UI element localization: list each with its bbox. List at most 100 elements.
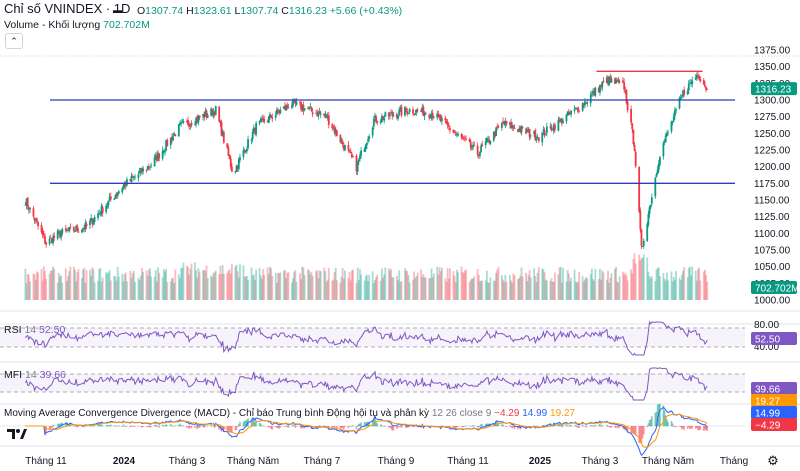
candle-body: [214, 106, 217, 115]
collapse-legend-button[interactable]: ⌃: [5, 33, 23, 49]
volume-bar: [166, 282, 169, 300]
price-tick-label: 1275.00: [754, 112, 791, 123]
symbol-title[interactable]: Chỉ số VNINDEX · 1D: [4, 1, 131, 16]
volume-bar: [349, 280, 352, 300]
candle-body: [680, 95, 683, 97]
candle-body: [610, 78, 613, 83]
macd-histogram-bar: [638, 426, 640, 443]
candle-body: [132, 176, 135, 178]
volume-bar: [455, 269, 458, 300]
volume-bar: [438, 267, 441, 300]
candle-body: [279, 109, 282, 113]
macd-histogram-bar: [405, 426, 407, 429]
gear-icon[interactable]: ⚙: [767, 453, 779, 468]
volume-bar: [34, 279, 37, 300]
macd-histogram-bar: [659, 403, 661, 427]
macd-histogram-bar: [373, 419, 375, 427]
candle-body: [284, 105, 286, 110]
candle-body: [234, 171, 237, 173]
volume-bar: [376, 274, 379, 300]
volume-bar: [496, 269, 499, 300]
candle-body: [670, 121, 673, 132]
volume-bar: [534, 276, 537, 300]
candle-body: [197, 115, 200, 123]
rsi-tick-label: 80.00: [754, 320, 779, 331]
volume-bar: [557, 274, 560, 300]
volume-bar: [444, 278, 447, 300]
macd-histogram-bar: [454, 426, 457, 429]
macd-histogram-bar: [558, 423, 561, 427]
candle-body: [525, 128, 527, 134]
volume-bar: [245, 275, 248, 300]
volume-bar: [542, 269, 545, 300]
candle-body: [413, 114, 416, 115]
macd-histogram-bar: [291, 425, 293, 427]
volume-bar: [597, 279, 600, 300]
candle-body: [406, 111, 409, 115]
volume-bar: [565, 281, 568, 300]
candle-body: [469, 141, 472, 148]
volume-bar: [269, 266, 271, 300]
macd-histogram-bar: [408, 426, 411, 427]
rsi-param: 14: [24, 324, 37, 336]
volume-bar: [332, 279, 335, 300]
volume-bar: [414, 278, 417, 300]
volume-bar: [472, 278, 474, 300]
macd-histogram-bar: [460, 426, 463, 427]
volume-bar: [626, 280, 629, 300]
volume-bar: [631, 273, 634, 300]
candle-body: [593, 91, 596, 96]
candle-body: [239, 157, 241, 161]
volume-bar: [549, 280, 552, 300]
candle-body: [706, 88, 709, 90]
chart-menu-icon[interactable]: ▬: [113, 5, 122, 15]
candle-body: [195, 118, 198, 125]
candle-body: [267, 116, 270, 123]
macd-histogram-bar: [196, 426, 199, 430]
macd-histogram-bar: [698, 426, 700, 431]
macd-histogram-bar: [59, 423, 61, 427]
candle-body: [114, 195, 117, 199]
macd-histogram-bar: [477, 426, 480, 428]
macd-histogram-bar: [106, 424, 109, 427]
candle-body: [558, 120, 561, 122]
macd-hist-tag-bg: [751, 418, 797, 431]
volume-bar: [254, 279, 256, 300]
volume-bar: [656, 268, 659, 300]
macd-histogram-bar: [186, 426, 188, 428]
volume-bar: [374, 280, 376, 300]
volume-bar: [650, 276, 653, 300]
candle-body: [625, 90, 628, 104]
candle-body: [41, 231, 44, 235]
tradingview-logo-icon[interactable]: [6, 426, 28, 442]
volume-bar: [171, 277, 173, 300]
volume-bar: [428, 278, 431, 300]
time-axis-label: Tháng 11: [25, 456, 67, 467]
macd-histogram-bar: [398, 426, 400, 427]
volume-bar: [649, 278, 652, 300]
macd-histogram-bar: [187, 426, 189, 428]
candle-body: [541, 132, 544, 143]
candle-body: [355, 155, 358, 172]
volume-bar: [415, 276, 418, 300]
volume-bar: [162, 269, 165, 300]
volume-bar: [543, 272, 546, 300]
volume-bar: [293, 271, 296, 300]
volume-bar: [355, 282, 358, 300]
candle-body: [389, 113, 391, 116]
volume-bar: [122, 281, 125, 300]
volume-bar: [585, 277, 587, 300]
volume-bar: [121, 273, 124, 300]
macd-histogram-bar: [399, 426, 402, 428]
macd-histogram-bar: [121, 426, 124, 427]
volume-bar: [492, 280, 495, 300]
macd-histogram-bar: [646, 426, 649, 428]
volume-bar: [541, 268, 544, 300]
macd-histogram-bar: [606, 424, 608, 427]
candle-body: [609, 76, 612, 82]
volume-bar: [342, 278, 345, 300]
macd-histogram-bar: [276, 426, 278, 428]
volume-bar: [76, 272, 79, 300]
